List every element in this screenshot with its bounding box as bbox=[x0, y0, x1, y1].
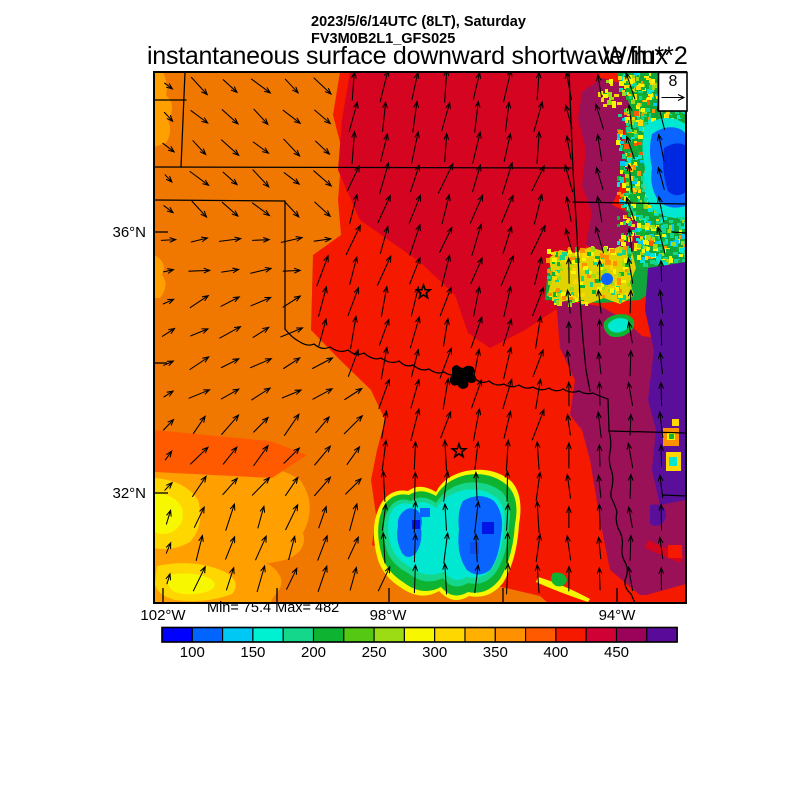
svg-text:Min= 75.4 Max= 482: Min= 75.4 Max= 482 bbox=[207, 600, 339, 616]
svg-text:450: 450 bbox=[604, 644, 629, 661]
svg-text:350: 350 bbox=[483, 644, 508, 661]
svg-text:8: 8 bbox=[669, 73, 678, 90]
svg-text:200: 200 bbox=[301, 644, 326, 661]
svg-text:2023/5/6/14UTC (8LT), Saturday: 2023/5/6/14UTC (8LT), Saturday bbox=[311, 14, 526, 30]
svg-text:94°W: 94°W bbox=[599, 607, 637, 624]
svg-text:300: 300 bbox=[422, 644, 447, 661]
svg-text:98°W: 98°W bbox=[370, 607, 408, 624]
svg-text:102°W: 102°W bbox=[140, 607, 186, 624]
svg-text:400: 400 bbox=[543, 644, 568, 661]
svg-text:FV3M0B2L1_GFS025: FV3M0B2L1_GFS025 bbox=[311, 31, 455, 47]
svg-text:250: 250 bbox=[362, 644, 387, 661]
svg-text:100: 100 bbox=[180, 644, 205, 661]
svg-text:32°N: 32°N bbox=[112, 485, 146, 502]
svg-text:36°N: 36°N bbox=[112, 224, 146, 241]
svg-text:150: 150 bbox=[240, 644, 265, 661]
svg-text:W/m**2: W/m**2 bbox=[603, 42, 688, 70]
svg-text:instantaneous surface downward: instantaneous surface downward shortwave… bbox=[147, 42, 669, 70]
